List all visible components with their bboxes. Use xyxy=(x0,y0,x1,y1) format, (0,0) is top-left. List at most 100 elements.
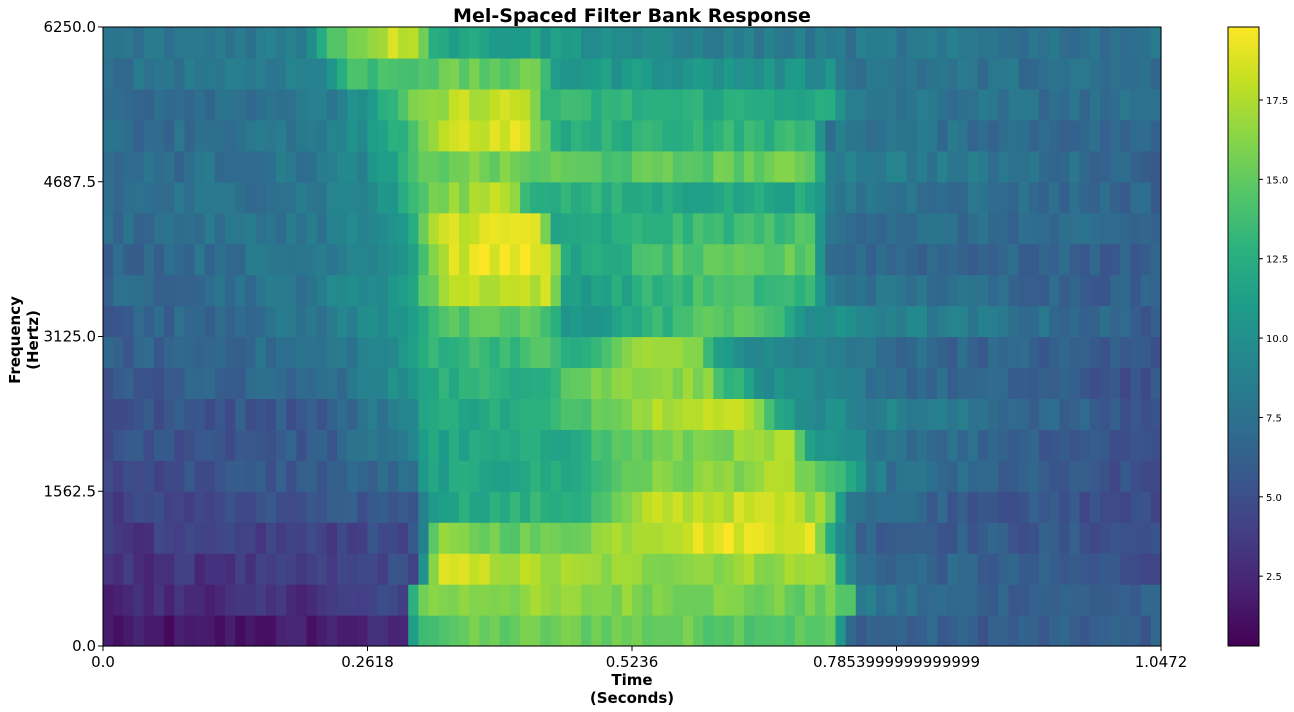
heatmap-cell xyxy=(743,305,755,338)
heatmap-cell xyxy=(133,460,145,492)
heatmap-cell xyxy=(428,181,440,214)
heatmap-cell xyxy=(865,57,877,90)
heatmap-cell xyxy=(794,57,806,90)
heatmap-cell xyxy=(896,460,908,492)
heatmap-cell xyxy=(438,305,450,338)
heatmap-cell xyxy=(937,429,948,461)
heatmap-cell xyxy=(1120,274,1132,307)
heatmap-cell xyxy=(428,584,440,616)
heatmap-cell xyxy=(275,243,287,276)
heatmap-cell xyxy=(804,429,816,461)
heatmap-cell xyxy=(438,274,450,307)
heatmap-cell xyxy=(540,305,552,338)
heatmap-cell xyxy=(438,367,450,399)
heatmap-cell xyxy=(682,460,694,492)
heatmap-cell xyxy=(1079,615,1091,647)
heatmap-cell xyxy=(418,150,430,183)
heatmap-cell xyxy=(255,57,267,90)
heatmap-cell xyxy=(1028,119,1040,152)
heatmap-cell xyxy=(804,305,816,338)
heatmap-cell xyxy=(499,460,511,492)
heatmap-cell xyxy=(977,522,989,554)
heatmap-cell xyxy=(306,27,318,59)
heatmap-cell xyxy=(835,615,847,647)
heatmap-cell xyxy=(428,615,440,647)
heatmap-cell xyxy=(1099,336,1111,369)
heatmap-cell xyxy=(693,460,704,492)
heatmap-cell xyxy=(438,88,450,121)
heatmap-cell xyxy=(245,584,257,616)
heatmap-cell xyxy=(1059,491,1071,523)
heatmap-cell xyxy=(693,274,704,307)
heatmap-cell xyxy=(275,460,287,492)
heatmap-cell xyxy=(448,367,460,399)
heatmap-cell xyxy=(916,57,928,90)
heatmap-cell xyxy=(723,584,735,616)
heatmap-cell xyxy=(743,584,755,616)
heatmap-cell xyxy=(103,305,114,338)
heatmap-cell xyxy=(174,88,185,121)
heatmap-cell xyxy=(296,181,308,214)
heatmap-cell xyxy=(835,460,847,492)
heatmap-cell xyxy=(916,553,928,585)
heatmap-cell xyxy=(703,150,714,183)
heatmap-cell xyxy=(581,615,592,647)
heatmap-cell xyxy=(1069,398,1081,430)
heatmap-cell xyxy=(1110,336,1121,369)
heatmap-cell xyxy=(682,274,694,307)
heatmap-cell xyxy=(927,57,938,90)
heatmap-cell xyxy=(489,584,501,616)
heatmap-cell xyxy=(316,150,328,183)
heatmap-cell xyxy=(764,336,776,369)
heatmap-cell xyxy=(703,522,714,554)
heatmap-cell xyxy=(632,119,643,152)
heatmap-cell xyxy=(662,336,674,369)
heatmap-cell xyxy=(703,367,714,399)
heatmap-cell xyxy=(1018,615,1030,647)
heatmap-cell xyxy=(1069,181,1081,214)
heatmap-cell xyxy=(1049,305,1060,338)
heatmap-cell xyxy=(499,119,511,152)
heatmap-cell xyxy=(448,150,460,183)
heatmap-cell xyxy=(733,336,745,369)
y-tick-label: 6250.0 xyxy=(44,18,97,36)
heatmap-cell xyxy=(764,553,776,585)
heatmap-cell xyxy=(1140,460,1152,492)
heatmap-cell xyxy=(723,150,735,183)
heatmap-cell xyxy=(1038,119,1050,152)
heatmap-cell xyxy=(143,27,155,59)
heatmap-cell xyxy=(204,27,216,59)
heatmap-cell xyxy=(469,398,480,430)
heatmap-cell xyxy=(1120,88,1132,121)
heatmap-cell xyxy=(398,429,409,461)
heatmap-cell xyxy=(509,305,521,338)
heatmap-cell xyxy=(682,57,694,90)
heatmap-cell xyxy=(428,305,440,338)
heatmap-cell xyxy=(743,429,755,461)
heatmap-cell xyxy=(733,522,745,554)
heatmap-cell xyxy=(418,336,430,369)
heatmap-cell xyxy=(509,522,521,554)
heatmap-cell xyxy=(652,429,664,461)
heatmap-cell xyxy=(367,274,379,307)
heatmap-cell xyxy=(825,367,837,399)
heatmap-cell xyxy=(764,27,776,59)
heatmap-cell xyxy=(469,181,480,214)
heatmap-cell xyxy=(754,243,765,276)
heatmap-cell xyxy=(1069,584,1081,616)
heatmap-cell xyxy=(438,181,450,214)
heatmap-cell xyxy=(855,615,867,647)
heatmap-cell xyxy=(662,522,674,554)
heatmap-cell xyxy=(947,305,959,338)
heatmap-cell xyxy=(225,27,236,59)
heatmap-cell xyxy=(733,181,745,214)
heatmap-cell xyxy=(398,491,409,523)
heatmap-cell xyxy=(947,398,959,430)
heatmap-cell xyxy=(1130,212,1142,245)
heatmap-cell xyxy=(509,181,521,214)
heatmap-cell xyxy=(977,150,989,183)
heatmap-cell xyxy=(591,150,603,183)
heatmap-cell xyxy=(540,553,552,585)
heatmap-cell xyxy=(255,615,267,647)
heatmap-cell xyxy=(1079,212,1091,245)
